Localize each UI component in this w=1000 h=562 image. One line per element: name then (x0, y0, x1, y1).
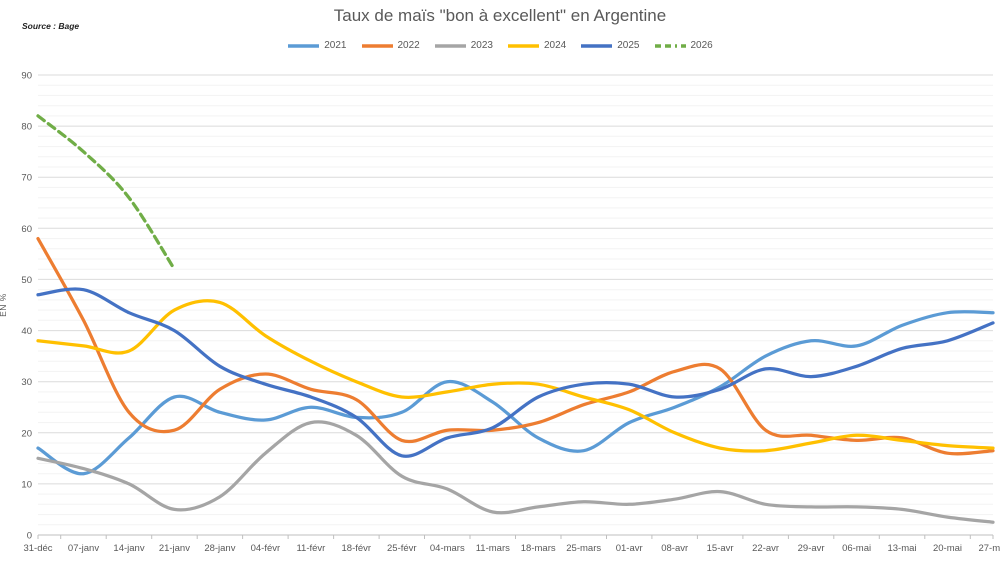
legend-item-2026[interactable]: 2026 (654, 40, 713, 51)
y-axis-tick-label: 70 (21, 173, 32, 184)
legend-label: 2025 (617, 40, 640, 51)
series-line-2026[interactable] (36, 114, 177, 271)
y-axis-tick-label: 60 (21, 224, 32, 235)
series-line-2024[interactable] (36, 299, 995, 453)
legend-item-2022[interactable]: 2022 (361, 40, 420, 51)
x-axis-tick-label: 25-mars (566, 543, 601, 554)
source-note: Source : Bage (22, 21, 80, 31)
y-axis-tick-label: 80 (21, 122, 32, 133)
legend-label: 2023 (470, 40, 493, 51)
legend-item-2023[interactable]: 2023 (434, 40, 493, 51)
y-axis-tick-label: 20 (21, 428, 32, 439)
legend-swatch-icon (654, 43, 686, 48)
legend-swatch-icon (361, 43, 393, 48)
legend-swatch-icon (581, 43, 613, 48)
x-axis-tick-label: 06-mai (842, 543, 871, 554)
legend-label: 2026 (690, 40, 713, 51)
legend-item-2025[interactable]: 2025 (580, 40, 640, 51)
x-axis-tick-label: 29-avr (798, 543, 825, 554)
x-axis-tick-label: 22-avr (752, 543, 779, 554)
legend-swatch-icon (288, 43, 320, 48)
y-axis-tick-label: 30 (21, 377, 32, 388)
x-axis-tick-label: 18-févr (342, 543, 372, 554)
y-axis-tick-label: 50 (21, 275, 32, 286)
legend-label: 2022 (397, 40, 420, 51)
series-line-2023[interactable] (36, 420, 995, 524)
x-axis-tick-label: 21-janv (159, 543, 190, 554)
x-axis-tick-label: 28-janv (204, 543, 235, 554)
x-axis-tick-label: 18-mars (521, 543, 556, 554)
x-axis-tick-label: 27-mai (978, 543, 1000, 554)
x-axis-tick-label: 01-avr (616, 543, 643, 554)
legend-item-2024[interactable]: 2024 (507, 40, 566, 51)
legend-label: 2024 (544, 40, 567, 51)
y-axis-tick-label: 40 (21, 326, 32, 337)
x-axis-tick-label: 08-avr (661, 543, 688, 554)
series-line-2021[interactable] (36, 310, 995, 476)
x-axis-tick-label: 11-mars (476, 543, 510, 554)
x-axis-tick-label: 31-déc (23, 543, 52, 554)
x-axis-tick-label: 07-janv (68, 543, 99, 554)
series-line-2022[interactable] (36, 236, 995, 456)
x-axis-tick-label: 11-févr (296, 543, 325, 554)
chart-legend: 2021 2022 2023 2024 2025 2026 (0, 40, 1000, 51)
legend-swatch-icon (434, 43, 466, 48)
x-axis-tick-label: 20-mai (933, 543, 962, 554)
x-axis-tick-label: 04-mars (430, 543, 465, 554)
x-axis-tick-label: 13-mai (887, 543, 916, 554)
x-axis-tick-label: 14-janv (113, 543, 144, 554)
chart-title: Taux de maïs "bon à excellent" en Argent… (333, 6, 667, 25)
x-axis-tick-label: 15-avr (707, 543, 734, 554)
series-line-2025[interactable] (36, 287, 995, 458)
legend-item-2021[interactable]: 2021 (287, 40, 347, 51)
x-axis-tick-label: 25-févr (387, 543, 417, 554)
y-axis-tick-label: 10 (21, 479, 32, 490)
y-axis-tick-label: 0 (27, 531, 32, 542)
legend-label: 2021 (324, 40, 347, 51)
x-axis-tick-label: 04-févr (251, 543, 281, 554)
legend-swatch-icon (508, 43, 539, 48)
y-axis-tick-label: 90 (21, 71, 32, 82)
